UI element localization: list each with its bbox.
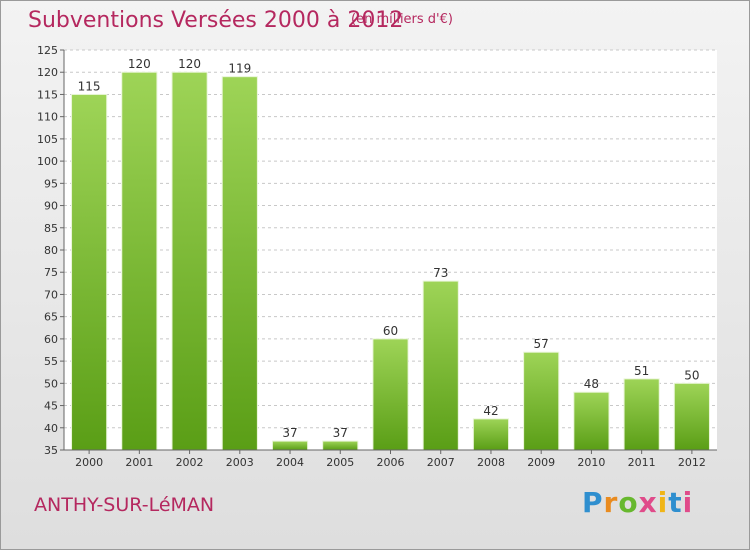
data-label: 50	[684, 368, 699, 382]
y-tick-label: 50	[44, 377, 58, 390]
y-tick-label: 125	[37, 44, 58, 57]
y-tick-label: 60	[44, 333, 58, 346]
data-label: 60	[383, 324, 398, 338]
bar-2003	[221, 76, 258, 451]
y-tick-label: 40	[44, 422, 58, 435]
bar-2011	[623, 378, 660, 451]
y-tick-label: 95	[44, 177, 58, 190]
y-tick-label: 100	[37, 155, 58, 168]
y-tick-label: 80	[44, 244, 58, 257]
x-tick-label: 2005	[326, 456, 354, 469]
y-tick-label: 45	[44, 400, 58, 413]
x-tick-label: 2008	[477, 456, 505, 469]
x-tick-label: 2011	[628, 456, 656, 469]
y-tick-label: 105	[37, 133, 58, 146]
y-tick-label: 110	[37, 111, 58, 124]
bar-2007	[422, 280, 459, 451]
chart-unit: (en milliers d'€)	[351, 12, 453, 27]
y-tick-label: 70	[44, 288, 58, 301]
bar-2000	[71, 93, 108, 451]
bar-2008	[472, 418, 510, 451]
data-label: 37	[282, 426, 297, 440]
bar-2010	[573, 391, 610, 451]
bar-2002	[171, 71, 208, 451]
x-tick-labels: 2000 2001 2002 2003 2004 2005 2006 2007 2008 2009…	[75, 450, 706, 469]
data-label: 119	[228, 62, 251, 76]
y-tick-label: 55	[44, 355, 58, 368]
x-tick-label: 2001	[125, 456, 153, 469]
data-label: 37	[333, 426, 348, 440]
data-label: 48	[584, 377, 599, 391]
x-tick-label: 2006	[377, 456, 405, 469]
x-tick-label: 2000	[75, 456, 103, 469]
y-tick-label: 90	[44, 200, 58, 213]
bar-2004	[271, 440, 309, 451]
bar-2005	[322, 440, 359, 451]
data-label: 120	[178, 57, 201, 71]
data-label: 57	[534, 337, 549, 351]
y-tick-labels: 35 40 45 50 55 60 65 70 75 80 85 90 95 100 105 110 115 12…	[37, 44, 64, 457]
data-label: 73	[433, 266, 448, 280]
x-tick-label: 2009	[527, 456, 555, 469]
x-tick-label: 2003	[226, 456, 254, 469]
data-label: 120	[128, 57, 151, 71]
chart-title: Subventions Versées 2000 à 2012	[28, 8, 404, 33]
brand-logo: Proxiti	[582, 486, 694, 519]
city-name: ANTHY-SUR-LéMAN	[34, 494, 215, 516]
y-tick-label: 85	[44, 222, 58, 235]
bar-2009	[523, 351, 560, 451]
x-tick-label: 2007	[427, 456, 455, 469]
y-tick-label: 120	[37, 66, 58, 79]
y-tick-label: 35	[44, 444, 58, 457]
x-tick-label: 2012	[678, 456, 706, 469]
bar-2006	[372, 338, 409, 451]
y-tick-label: 65	[44, 311, 58, 324]
data-label: 42	[483, 404, 498, 418]
x-tick-label: 2004	[276, 456, 304, 469]
x-tick-label: 2010	[577, 456, 605, 469]
bars: 115 120 120 119 37 37 60 73 42 57 48 51 50	[71, 57, 710, 451]
x-tick-label: 2002	[176, 456, 204, 469]
y-tick-label: 75	[44, 266, 58, 279]
bar-2001	[121, 71, 158, 451]
data-label: 51	[634, 364, 649, 378]
bar-2012	[673, 382, 710, 451]
data-label: 115	[78, 79, 101, 93]
y-tick-label: 115	[37, 88, 58, 101]
